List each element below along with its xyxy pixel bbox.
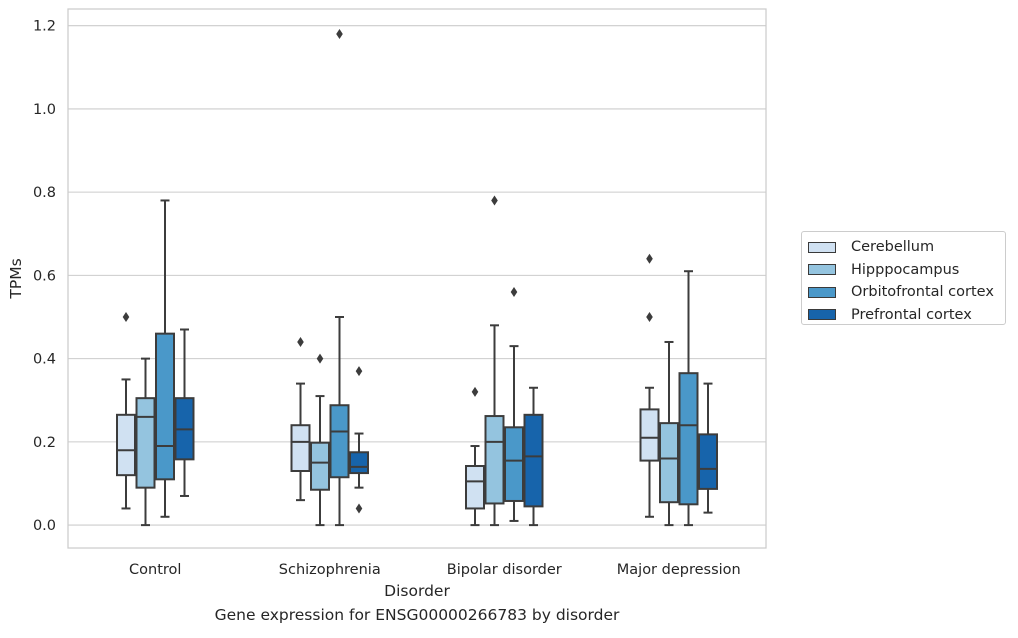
iqr-box [290, 424, 311, 472]
box-hipppocampus-bipolar-disorder [484, 195, 505, 527]
box-hipppocampus-control [135, 357, 156, 527]
outlier-point [122, 312, 130, 322]
legend-swatch [808, 286, 836, 298]
iqr-box [349, 451, 369, 475]
box-cerebellum-bipolar-disorder [465, 386, 485, 527]
legend-swatch [808, 264, 836, 276]
iqr-box [639, 408, 660, 462]
box-prefrontal-cortex-bipolar-disorder [523, 386, 544, 527]
box-layer [116, 28, 718, 527]
y-tick-label: 0.6 [33, 268, 56, 284]
box-prefrontal-cortex-schizophrenia [349, 366, 369, 514]
x-tick-label: Control [129, 562, 181, 578]
outlier-point [336, 28, 343, 39]
box-hipppocampus-schizophrenia [310, 353, 330, 527]
iqr-box [116, 413, 136, 477]
iqr-box [698, 433, 718, 490]
iqr-box [465, 465, 485, 510]
plot-frame [67, 8, 767, 549]
legend-item: Prefrontal cortex [802, 304, 1005, 327]
box-hipppocampus-major-depression [659, 340, 679, 527]
y-tick-label: 0.2 [33, 435, 56, 451]
iqr-box [504, 426, 524, 502]
box-prefrontal-cortex-control [174, 328, 195, 497]
y-tick-label: 0.0 [33, 518, 56, 534]
legend: Cerebellum Hipppocampus Orbitofrontal cort… [801, 231, 1006, 325]
box-prefrontal-cortex-major-depression [698, 382, 718, 514]
outlier-point [355, 503, 363, 514]
x-tick-labels: Control Schizophrenia Bipolar disorder Majo… [129, 562, 741, 578]
outlier-point [471, 386, 479, 397]
box-cerebellum-schizophrenia [290, 336, 311, 502]
iqr-box [678, 372, 699, 506]
legend-item: Orbitofrontal cortex [802, 281, 1005, 304]
y-tick-label: 0.4 [33, 352, 56, 368]
iqr-box [484, 415, 505, 505]
y-axis-label: TPMs [7, 258, 25, 299]
iqr-box [329, 404, 350, 479]
iqr-box [310, 441, 330, 491]
box-cerebellum-control [116, 312, 136, 510]
outlier-point [355, 366, 363, 377]
box-orbitofrontal-cortex-schizophrenia [329, 28, 350, 527]
y-tick-label: 0.8 [33, 185, 56, 201]
x-tick-label: Bipolar disorder [447, 562, 562, 578]
legend-item: Hipppocampus [802, 259, 1005, 282]
legend-swatch [808, 309, 836, 321]
legend-label: Hipppocampus [851, 261, 960, 278]
box-orbitofrontal-cortex-control [155, 199, 175, 518]
outlier-point [491, 195, 498, 206]
outlier-point [510, 287, 518, 298]
x-tick-label: Schizophrenia [279, 562, 381, 578]
y-tick-label: 1.2 [33, 19, 56, 35]
legend-swatch [808, 241, 836, 253]
legend-item: Cerebellum [802, 236, 1005, 259]
outlier-point [316, 353, 324, 364]
x-tick-label: Major depression [617, 562, 741, 578]
x-axis-label: Disorder [384, 582, 450, 600]
figure-caption: Gene expression for ENSG00000266783 by d… [214, 606, 620, 624]
iqr-box [155, 332, 175, 481]
iqr-box [659, 422, 679, 504]
iqr-box [135, 397, 156, 489]
y-tick-label: 1.0 [33, 102, 56, 118]
y-tick-labels: 0.0 0.2 0.4 0.6 0.8 1.0 1.2 [33, 19, 56, 534]
box-orbitofrontal-cortex-major-depression [678, 270, 699, 527]
box-orbitofrontal-cortex-bipolar-disorder [504, 287, 524, 522]
iqr-box [523, 413, 544, 508]
legend-label: Cerebellum [851, 239, 935, 256]
box-cerebellum-major-depression [639, 253, 660, 518]
outlier-point [297, 336, 304, 347]
outlier-point [646, 312, 653, 322]
outlier-point [646, 253, 653, 264]
legend-label: Orbitofrontal cortex [851, 284, 994, 301]
legend-label: Prefrontal cortex [851, 306, 972, 323]
